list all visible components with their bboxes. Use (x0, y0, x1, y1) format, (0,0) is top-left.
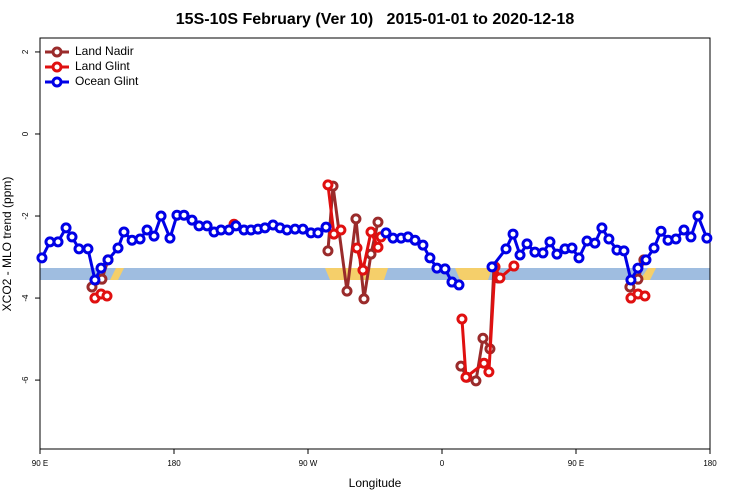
data-point (89, 274, 101, 286)
legend-marker (51, 61, 63, 73)
data-point (453, 279, 465, 291)
data-point (507, 228, 519, 240)
data-point (102, 254, 114, 266)
data-point (341, 285, 353, 297)
legend-label: Land Glint (75, 59, 130, 73)
legend-label: Ocean Glint (75, 74, 139, 88)
data-point (685, 231, 697, 243)
x-tick-label: 0 (440, 459, 445, 468)
data-point (164, 232, 176, 244)
data-point (486, 261, 498, 273)
data-point (60, 222, 72, 234)
data-point (372, 241, 384, 253)
y-tick-label: -2 (21, 212, 30, 220)
y-tick-label: -4 (21, 294, 30, 302)
data-point (483, 366, 495, 378)
data-point (134, 233, 146, 245)
data-point (477, 332, 489, 344)
data-point (470, 375, 482, 387)
data-point (350, 213, 362, 225)
data-point (573, 252, 585, 264)
data-point (701, 232, 713, 244)
plot-frame (39, 37, 711, 450)
data-point (639, 290, 651, 302)
data-point (82, 243, 94, 255)
data-point (589, 237, 601, 249)
x-tick-label: 90 E (568, 459, 584, 468)
data-point (186, 214, 198, 226)
chart-title: 15S-10S February (Ver 10) 2015-01-01 to … (176, 11, 575, 28)
data-point (521, 238, 533, 250)
data-point (95, 262, 107, 274)
data-point (357, 264, 369, 276)
data-point (380, 227, 392, 239)
data-point (320, 221, 332, 233)
x-tick-label: 90 W (299, 459, 318, 468)
data-point (494, 272, 506, 284)
data-point (155, 210, 167, 222)
legend-label: Land Nadir (75, 44, 134, 58)
data-point (508, 260, 520, 272)
data-point (52, 236, 64, 248)
data-point (544, 236, 556, 248)
data-point (678, 224, 690, 236)
data-point (537, 247, 549, 259)
data-point (500, 243, 512, 255)
series-line (326, 185, 380, 300)
data-point (230, 220, 242, 232)
x-axis-label: Longitude (349, 476, 402, 490)
data-point (460, 371, 472, 383)
data-point (670, 233, 682, 245)
data-point (141, 224, 153, 236)
data-point (655, 225, 667, 237)
y-axis-label: XCO2 - MLO trend (ppm) (0, 177, 14, 312)
y-tick-label: 0 (21, 131, 30, 136)
data-point (66, 231, 78, 243)
data-point (312, 227, 324, 239)
data-point (365, 226, 377, 238)
x-tick-label: 90 E (32, 459, 48, 468)
data-point (409, 234, 421, 246)
data-point (36, 252, 48, 264)
data-point (514, 249, 526, 261)
data-point (625, 274, 637, 286)
data-point (596, 222, 608, 234)
data-point (566, 242, 578, 254)
x-tick-label: 180 (703, 459, 717, 468)
data-point (478, 357, 490, 369)
data-point (456, 313, 468, 325)
data-point (351, 242, 363, 254)
data-point (603, 233, 615, 245)
data-point (335, 224, 347, 236)
data-point (201, 220, 213, 232)
data-point (551, 248, 563, 260)
data-point (322, 245, 334, 257)
data-point (178, 209, 190, 221)
data-point (148, 230, 160, 242)
data-point (439, 263, 451, 275)
data-point (640, 254, 652, 266)
data-point (101, 290, 113, 302)
data-point (618, 245, 630, 257)
surface-strip (40, 268, 710, 280)
data-point (322, 179, 334, 191)
data-point (692, 210, 704, 222)
data-point (417, 239, 429, 251)
data-point (648, 242, 660, 254)
data-point (632, 262, 644, 274)
data-point (358, 293, 370, 305)
data-point (73, 243, 85, 255)
legend-marker (51, 76, 63, 88)
y-tick-label: 2 (21, 49, 30, 54)
data-point (424, 252, 436, 264)
data-point (112, 242, 124, 254)
data-point (372, 216, 384, 228)
x-tick-label: 180 (167, 459, 181, 468)
y-tick-label: -6 (21, 376, 30, 384)
data-point (118, 226, 130, 238)
legend-marker (51, 46, 63, 58)
